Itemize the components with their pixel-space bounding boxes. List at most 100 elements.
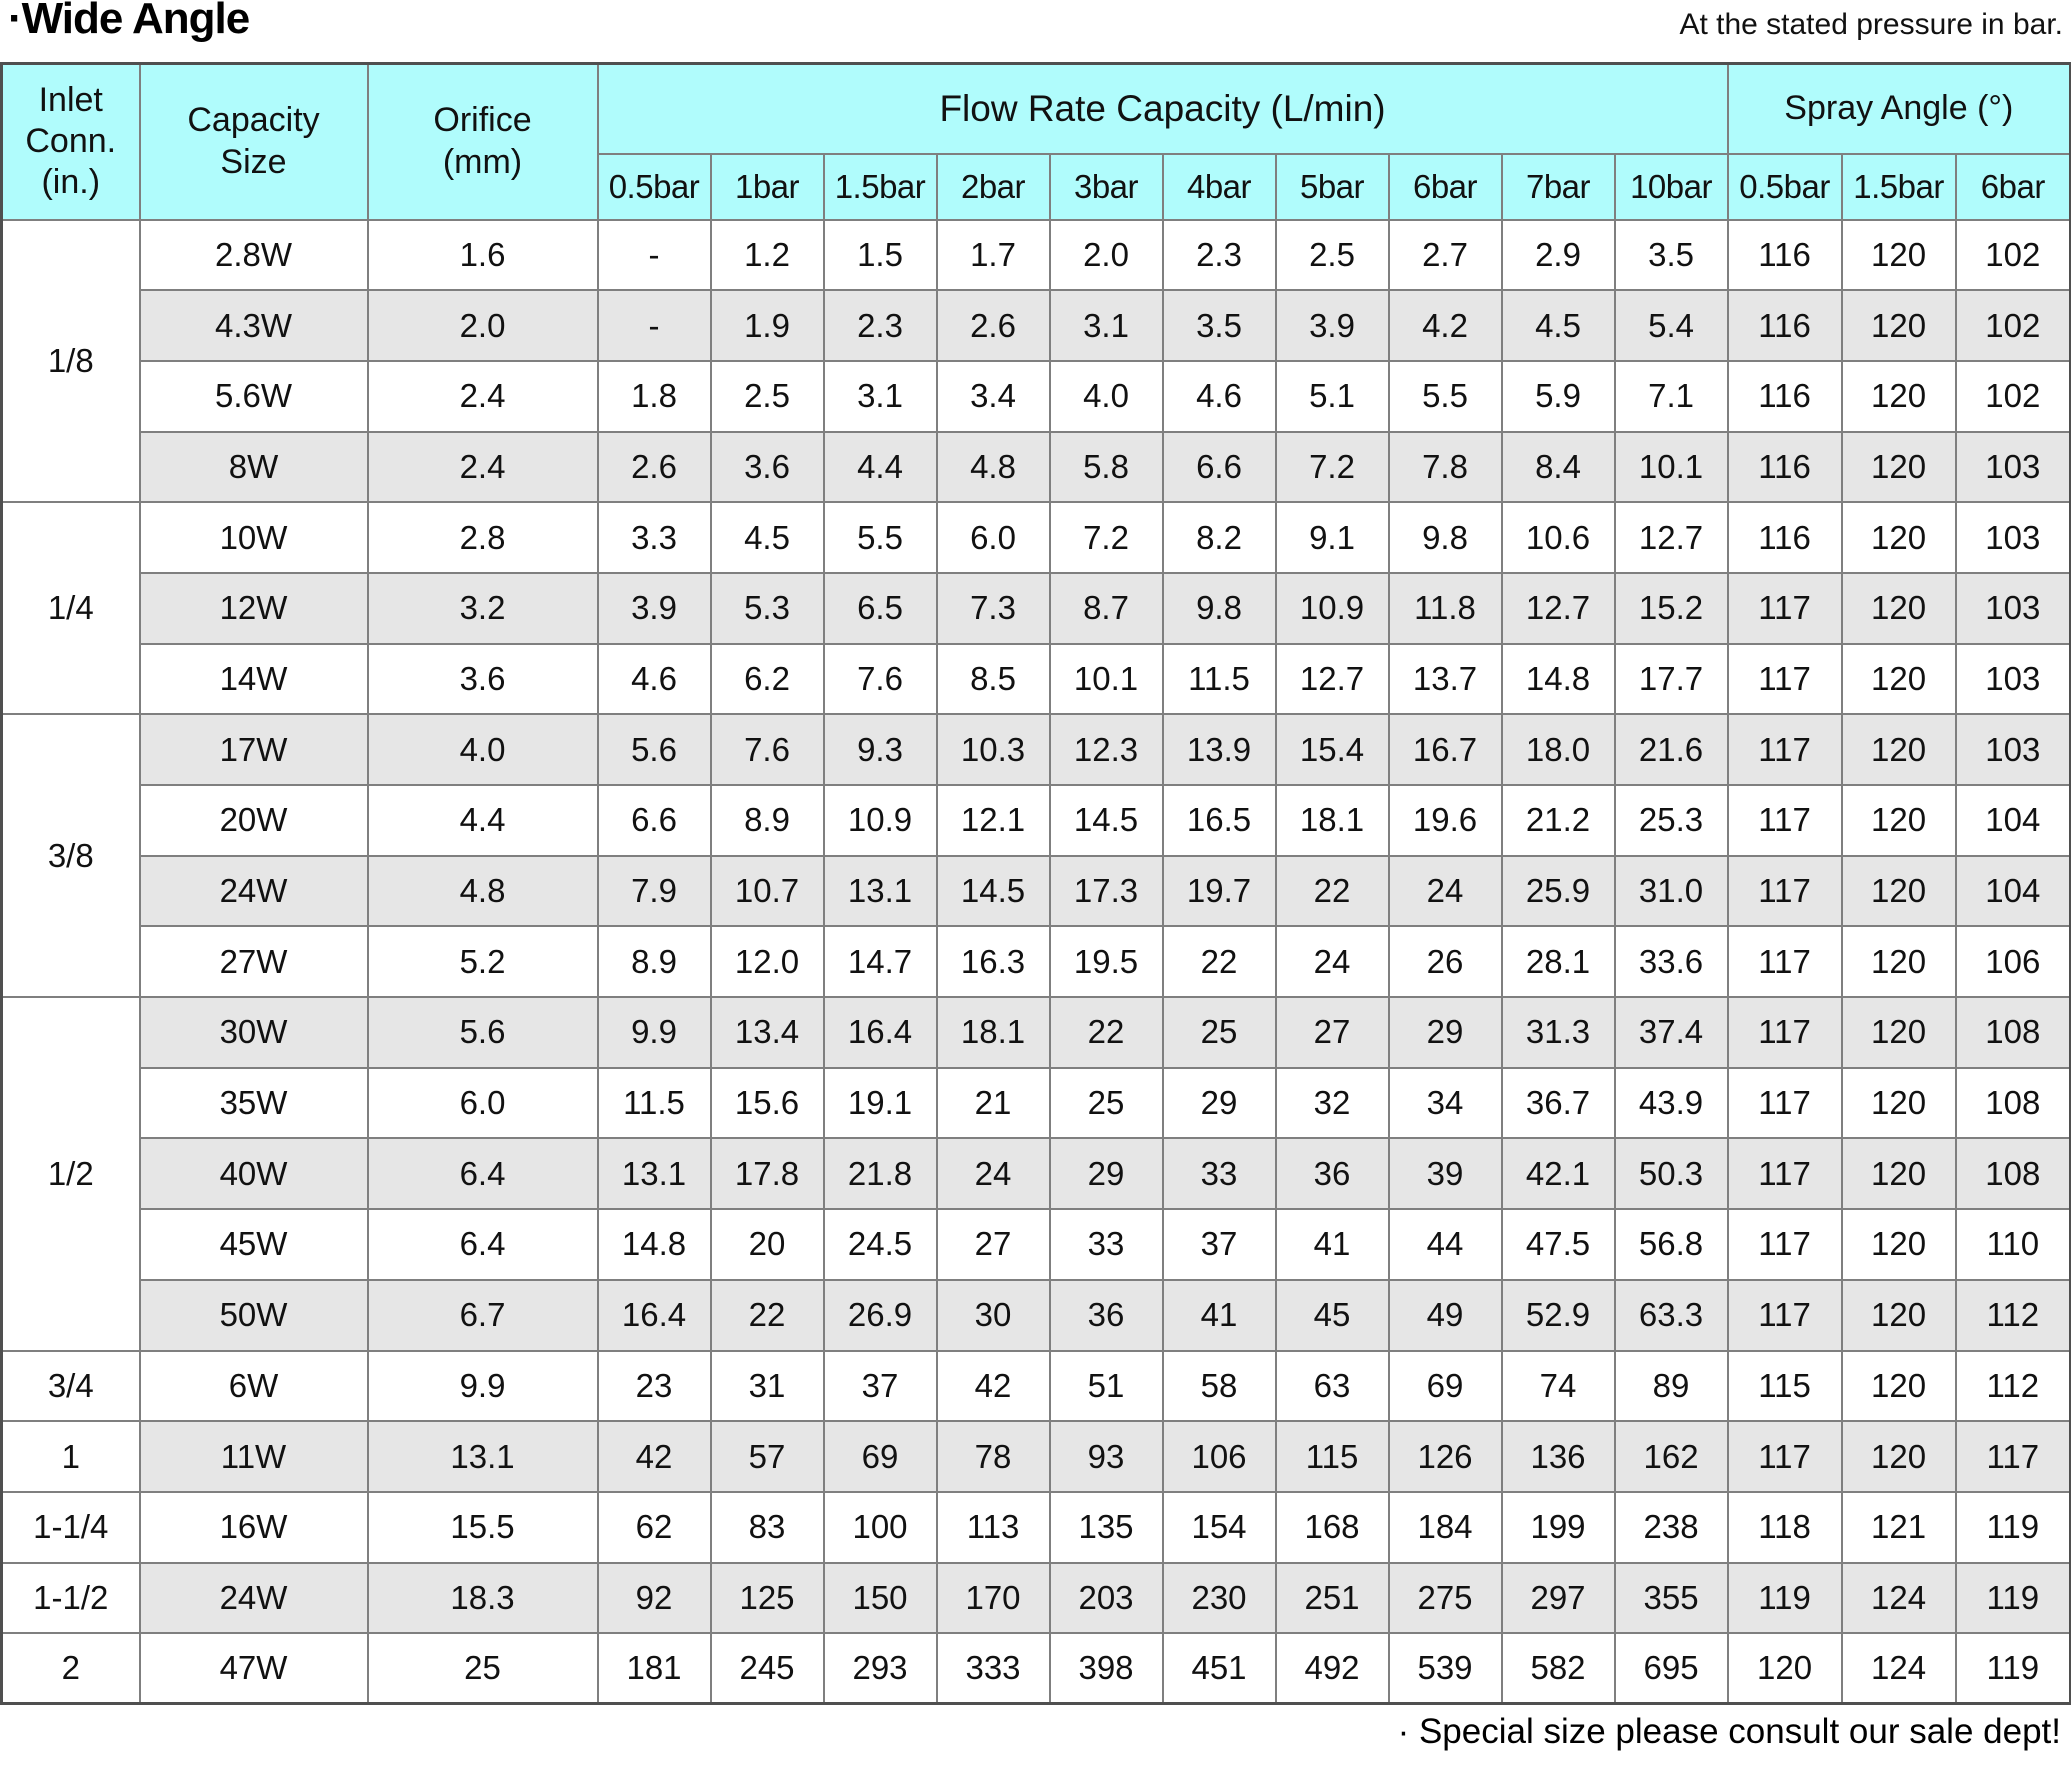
cell-spray-angle: 117 [1726,996,1843,1069]
cell-flow-rate: 7.1 [1613,359,1729,433]
cell-flow-rate: 28.1 [1500,925,1616,999]
cell-flow-rate: 42 [935,1349,1051,1423]
cell-flow-rate: 230 [1161,1561,1277,1635]
table-row: 1-1/2 24W 18.3 92 125 150 170 203 230 251 275 297 35… [0,1561,2071,1635]
cell-flow-rate: 56.8 [1613,1208,1729,1281]
cell-flow-rate: 7.2 [1048,501,1164,574]
cell-spray-angle: 120 [1840,1349,1957,1423]
cell-flow-rate: 58 [1161,1349,1277,1423]
cell-flow-rate: 24 [935,1137,1051,1211]
cell-flow-rate: 245 [709,1632,825,1705]
cell-flow-rate: 18.1 [1274,784,1390,857]
cell-spray-angle: 119 [1954,1490,2071,1564]
cell-flow-rate: 37 [1161,1208,1277,1281]
cell-capacity-size: 11W [138,1420,369,1493]
cell-orifice: 2.4 [366,430,599,504]
cell-inlet-conn: 1/2 [0,996,141,1352]
cell-flow-rate: 18.0 [1500,713,1616,786]
cell-flow-rate: 16.7 [1387,713,1503,786]
cell-flow-rate: 9.1 [1274,501,1390,574]
flow-rate-capacity-table: Inlet Conn. (in.) Capacity Size Orifice … [0,62,2071,1706]
cell-flow-rate: 33 [1161,1137,1277,1211]
table-row: 3/8 17W 4.0 5.6 7.6 9.3 10.3 12.3 13.9 15.4 16.7 18… [0,713,2071,999]
cell-flow-rate: 42.1 [1500,1137,1616,1211]
cell-flow-rate: 23 [596,1349,712,1423]
cell-flow-rate: 2.6 [935,289,1051,362]
table-row: 5.6W 2.4 1.8 2.5 3.1 3.4 4.0 4.6 5.1 5.5 5.9 7.1 116… [2,359,2071,433]
cell-flow-rate: 51 [1048,1349,1164,1423]
col-header-orifice: Orifice (mm) [366,62,599,221]
cell-flow-rate: 8.9 [709,784,825,857]
cell-flow-rate: 6.2 [709,642,825,716]
cell-flow-rate: 39 [1387,1137,1503,1211]
cell-flow-rate: 16.4 [822,996,938,1069]
cell-flow-rate: 2.7 [1387,218,1503,292]
cell-orifice: 1.6 [366,218,599,292]
cell-flow-rate: 3.1 [822,359,938,433]
cell-flow-rate: 8.4 [1500,430,1616,504]
cell-spray-angle: 116 [1726,501,1843,574]
table-row: 45W 6.4 14.8 20 24.5 27 33 37 41 44 47.5 56.8 117 120… [2,1208,2071,1281]
cell-flow-rate: 203 [1048,1561,1164,1635]
cell-orifice: 15.5 [366,1490,599,1564]
cell-spray-angle: 117 [1726,1278,1843,1352]
cell-flow-rate: 25.3 [1613,784,1729,857]
cell-flow-rate: 199 [1500,1490,1616,1564]
cell-spray-angle: 103 [1954,430,2071,504]
cell-flow-rate: 2.9 [1500,218,1616,292]
pressure-note: At the stated pressure in bar. [1679,8,2063,41]
cell-spray-angle: 117 [1726,642,1843,716]
col-header-inlet-conn: Inlet Conn. (in.) [0,62,141,221]
cell-flow-rate: 8.5 [935,642,1051,716]
table-row: 3/4 6W 9.9 23 31 37 42 51 58 63 69 74 89 115 120 112 [0,1349,2071,1423]
cell-flow-rate: 13.1 [822,854,938,928]
cell-flow-rate: 36 [1048,1278,1164,1352]
cell-inlet-conn: 3/8 [0,713,141,999]
cell-spray-angle: 120 [1840,289,1957,362]
table-row: 1/2 30W 5.6 9.9 13.4 16.4 18.1 22 25 27 29 31.3 37.4… [0,996,2071,1352]
cell-flow-rate: 12.1 [935,784,1051,857]
cell-spray-angle: 120 [1726,1632,1843,1705]
cell-capacity-size: 50W [138,1278,369,1352]
cell-flow-rate: 251 [1274,1561,1390,1635]
cell-flow-rate: 9.8 [1387,501,1503,574]
cell-flow-rate: 26.9 [822,1278,938,1352]
page-title: ·Wide Angle [8,0,250,43]
cell-flow-rate: 31.0 [1613,854,1729,928]
cell-flow-rate: 12.7 [1500,571,1616,645]
cell-capacity-size: 24W [138,1561,369,1635]
cell-flow-rate: 29 [1161,1066,1277,1140]
cell-flow-rate: 21 [935,1066,1051,1140]
cell-capacity-size: 12W [138,571,369,645]
col-header-spray-bar: 1.5bar [1840,152,1957,221]
cell-orifice: 9.9 [366,1349,599,1423]
cell-flow-rate: 69 [822,1420,938,1493]
cell-spray-angle: 124 [1840,1632,1957,1705]
cell-flow-rate: 44 [1387,1208,1503,1281]
cell-flow-rate: 27 [1274,996,1390,1069]
cell-spray-angle: 117 [1726,1420,1843,1493]
cell-flow-rate: 36.7 [1500,1066,1616,1140]
cell-spray-angle: 124 [1840,1561,1957,1635]
cell-flow-rate: 8.7 [1048,571,1164,645]
cell-flow-rate: 2.3 [1161,218,1277,292]
table-row: 4.3W 2.0-1.9 2.3 2.6 3.1 3.5 3.9 4.2 4.5 5.4 116 12… [2,289,2071,362]
cell-flow-rate: 135 [1048,1490,1164,1564]
cell-flow-rate: 1.8 [596,359,712,433]
table-row: 8W 2.4 2.6 3.6 4.4 4.8 5.8 6.6 7.2 7.8 8.4 10.1 116 1… [2,430,2071,504]
cell-capacity-size: 16W [138,1490,369,1564]
cell-flow-rate: 74 [1500,1349,1616,1423]
group-header-spray-angle: Spray Angle (°) [1726,62,2071,155]
col-header-flow-bar: 1.5bar [822,152,938,221]
cell-flow-rate: 1.9 [709,289,825,362]
cell-flow-rate: 355 [1613,1561,1729,1635]
cell-orifice: 6.0 [366,1066,599,1140]
cell-spray-angle: 103 [1954,642,2071,716]
cell-flow-rate: 13.1 [596,1137,712,1211]
cell-flow-rate: 31.3 [1500,996,1616,1069]
cell-flow-rate: 6.6 [1161,430,1277,504]
cell-flow-rate: - [596,289,712,362]
cell-orifice: 3.2 [366,571,599,645]
cell-flow-rate: 3.9 [596,571,712,645]
